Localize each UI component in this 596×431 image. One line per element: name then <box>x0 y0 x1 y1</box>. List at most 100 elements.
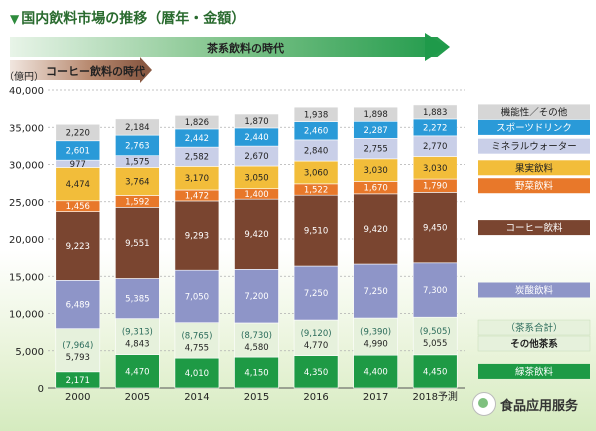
bar-segment <box>353 106 398 122</box>
bar-segment <box>55 167 101 202</box>
legend-label: スポーツドリンク <box>496 123 572 134</box>
bar-segment <box>115 318 160 355</box>
x-tick-label: 2014 <box>184 392 209 403</box>
bar-segment <box>115 278 160 319</box>
data-label: 1,575 <box>125 158 149 168</box>
bar-segment <box>412 104 458 120</box>
tea-era-arrow <box>10 37 450 57</box>
data-label: 2,460 <box>304 127 328 137</box>
triangle-marker-icon: ▼ <box>10 12 20 26</box>
y-tick-label: 5,000 <box>15 347 44 358</box>
bar-segment <box>115 207 160 279</box>
y-tick-label: 20,000 <box>9 235 44 246</box>
y-tick-label: 0 <box>38 384 44 395</box>
bar-segment <box>55 328 101 373</box>
data-label: 4,400 <box>363 368 387 378</box>
bar-segment <box>293 319 339 356</box>
data-label: 1,826 <box>185 118 209 128</box>
bar-segment <box>293 106 339 122</box>
data-label: 3,060 <box>304 168 328 178</box>
data-label: 2,272 <box>423 123 447 133</box>
bar-segment <box>174 357 220 389</box>
data-label: 2,763 <box>125 141 149 151</box>
data-label: 7,200 <box>244 292 268 302</box>
bar-segment <box>234 269 279 324</box>
data-label: 2,770 <box>423 142 447 152</box>
x-tick-label: 2015 <box>244 392 269 403</box>
y-tick-label: 25,000 <box>9 198 44 209</box>
data-label: 4,990 <box>363 340 387 350</box>
data-label: 9,450 <box>423 224 447 234</box>
bar-segment <box>174 269 220 324</box>
data-label: 3,030 <box>423 164 447 174</box>
data-label: 9,293 <box>185 232 209 242</box>
data-label: 2,184 <box>125 123 149 133</box>
tea-total-label: (9,390) <box>360 328 391 338</box>
data-label: 2,582 <box>185 153 209 163</box>
legend-swatch <box>478 282 590 298</box>
data-label: 1,456 <box>66 202 90 212</box>
data-label: 4,770 <box>304 341 328 351</box>
bar-segment <box>234 322 279 358</box>
bar-segment <box>412 316 458 356</box>
y-tick-label: 30,000 <box>9 161 44 172</box>
data-label: 7,250 <box>363 287 387 297</box>
data-label: 3,030 <box>363 166 387 176</box>
data-label: 1,592 <box>125 197 149 207</box>
x-tick-label: 2005 <box>125 392 150 403</box>
y-tick-label: 15,000 <box>9 272 44 283</box>
watermark: 食品应用服务 <box>472 392 578 416</box>
tea-total-label: (9,313) <box>122 328 153 338</box>
data-label: 4,350 <box>304 368 328 378</box>
data-label: 1,870 <box>244 117 268 127</box>
bar-segment <box>353 193 398 265</box>
chart-title: ▼ 国内飲料市場の推移（暦年・金額） <box>10 8 245 28</box>
data-label: 4,755 <box>185 343 209 353</box>
data-label: 2,440 <box>244 133 268 143</box>
data-label: 2,755 <box>363 145 387 155</box>
legend-label: ミネラルウォーター <box>491 142 577 153</box>
data-label: 1,522 <box>304 186 328 196</box>
bar-segment <box>174 322 220 359</box>
data-label: 9,510 <box>304 227 328 237</box>
legend-label: 機能性／その他 <box>501 106 568 118</box>
coffee-era-arrow-head-icon <box>140 57 152 83</box>
data-label: 1,472 <box>185 191 209 201</box>
bar-segment <box>174 115 220 130</box>
data-label: 4,843 <box>125 340 149 350</box>
bar-segment <box>353 354 398 389</box>
bar-segment <box>55 123 101 142</box>
legend-label-tea-total: （茶系合計） <box>505 322 562 334</box>
legend-label: その他茶系 <box>510 338 558 350</box>
legend-label: 炭酸飲料 <box>515 284 554 296</box>
coffee-era-label: コーヒー飲料の時代 <box>46 65 145 78</box>
data-label: 7,050 <box>185 292 209 302</box>
data-label: 4,474 <box>66 180 90 190</box>
tea-total-label: (7,964) <box>62 341 93 351</box>
data-label: 2,442 <box>185 134 209 144</box>
data-label: 3,764 <box>125 177 149 187</box>
data-label: 1,670 <box>363 184 387 194</box>
legend-swatch <box>477 319 591 336</box>
data-label: 977 <box>70 160 86 170</box>
data-label: 5,385 <box>125 295 149 305</box>
data-label: 4,450 <box>423 367 447 377</box>
data-label: 4,580 <box>244 343 268 353</box>
tea-total-label: (8,730) <box>241 331 272 341</box>
data-label: 1,938 <box>304 110 328 120</box>
data-label: 2,840 <box>304 146 328 156</box>
tea-era-label: 茶系飲料の時代 <box>207 42 284 55</box>
y-axis-unit-label: （億円） <box>4 70 44 83</box>
data-label: 5,055 <box>423 339 447 349</box>
x-tick-label: 2017 <box>363 392 388 403</box>
legend-label: 緑茶飲料 <box>515 366 554 378</box>
data-label: 6,489 <box>66 300 90 310</box>
bar-segment <box>115 167 160 196</box>
tea-total-label: (9,505) <box>420 327 451 337</box>
bar-segment <box>412 192 458 264</box>
bar-segment <box>412 354 458 389</box>
data-label: 1,898 <box>363 110 387 120</box>
data-label: 9,420 <box>244 230 268 240</box>
data-label: 1,400 <box>244 190 268 200</box>
